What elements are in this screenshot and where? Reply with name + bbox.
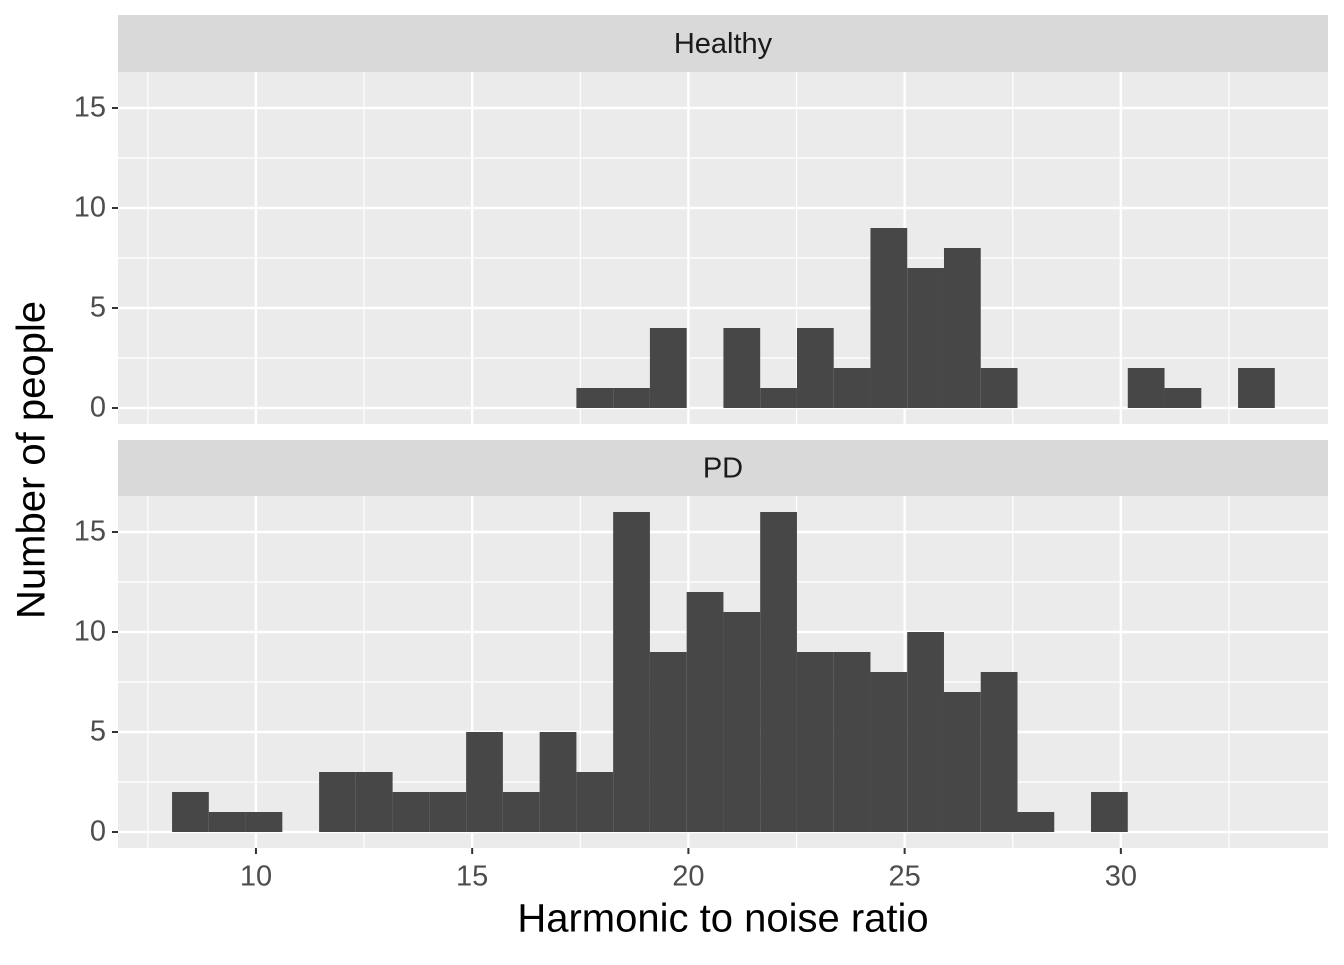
bar bbox=[576, 772, 614, 832]
bar bbox=[319, 772, 356, 832]
bar bbox=[613, 388, 650, 408]
bar bbox=[502, 792, 540, 832]
bar bbox=[1238, 368, 1275, 408]
bar bbox=[576, 388, 614, 408]
x-tick-label: 15 bbox=[456, 861, 488, 893]
bar bbox=[870, 672, 908, 832]
y-tick-label: 10 bbox=[74, 192, 106, 224]
y-tick-label: 5 bbox=[90, 292, 106, 324]
y-tick-label: 0 bbox=[90, 816, 106, 848]
x-tick-label: 10 bbox=[240, 861, 272, 893]
bar bbox=[980, 672, 1018, 832]
bar bbox=[392, 792, 430, 832]
y-tick-label: 5 bbox=[90, 716, 106, 748]
bar bbox=[723, 612, 761, 832]
strip bbox=[118, 440, 1328, 496]
bar bbox=[723, 328, 761, 408]
bar bbox=[907, 632, 944, 832]
strip-label: Healthy bbox=[674, 28, 773, 60]
bar bbox=[796, 652, 834, 832]
x-tick-label: 30 bbox=[1105, 861, 1137, 893]
bar bbox=[208, 812, 246, 832]
x-tick-label: 25 bbox=[888, 861, 920, 893]
bar bbox=[870, 228, 908, 408]
panel bbox=[118, 72, 1328, 424]
y-tick-label: 15 bbox=[74, 92, 106, 124]
bar bbox=[833, 652, 871, 832]
strip-label: PD bbox=[703, 453, 743, 485]
y-tick-label: 10 bbox=[74, 616, 106, 648]
x-tick-label: 20 bbox=[672, 861, 704, 893]
bar bbox=[907, 268, 944, 408]
bar bbox=[355, 772, 393, 832]
x-axis-label: Harmonic to noise ratio bbox=[517, 897, 928, 941]
bar bbox=[943, 248, 981, 408]
bar bbox=[172, 792, 209, 832]
bar bbox=[649, 652, 687, 832]
bar bbox=[833, 368, 871, 408]
bar bbox=[686, 592, 724, 832]
bar bbox=[1164, 388, 1202, 408]
bar bbox=[796, 328, 834, 408]
bar bbox=[649, 328, 687, 408]
bar bbox=[613, 512, 650, 832]
y-tick-label: 15 bbox=[74, 516, 106, 548]
bar bbox=[466, 732, 503, 832]
bar bbox=[1017, 812, 1055, 832]
bar bbox=[760, 388, 797, 408]
y-tick-label: 0 bbox=[90, 392, 106, 424]
bar bbox=[1127, 368, 1165, 408]
bar bbox=[245, 812, 283, 832]
bar bbox=[1091, 792, 1128, 832]
y-axis-label: Number of people bbox=[10, 301, 54, 619]
strip bbox=[118, 15, 1328, 72]
bar bbox=[760, 512, 797, 832]
bar bbox=[980, 368, 1018, 408]
bar bbox=[539, 732, 577, 832]
bar bbox=[429, 792, 467, 832]
bar bbox=[943, 692, 981, 832]
